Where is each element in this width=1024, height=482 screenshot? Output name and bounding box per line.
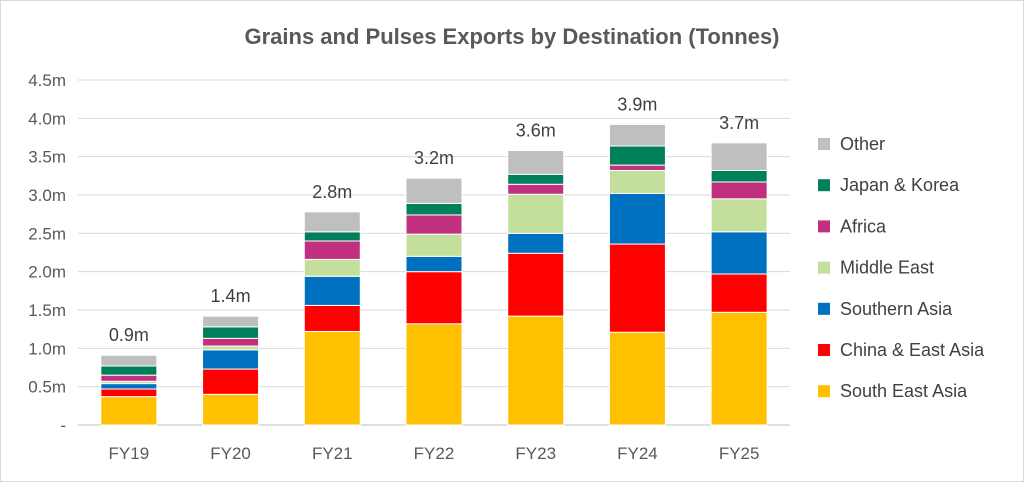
bar-segment — [303, 258, 361, 277]
bar-segment — [507, 315, 565, 426]
bar-segment — [507, 252, 565, 317]
y-tick-label: 4.0m — [28, 109, 66, 128]
y-tick-label: 2.5m — [28, 224, 66, 243]
bar-total-label: 3.9m — [617, 94, 657, 114]
bar-segment — [608, 123, 666, 147]
y-tick-label: 1.5m — [28, 301, 66, 320]
legend-label: Japan & Korea — [840, 175, 960, 195]
x-tick-label: FY20 — [210, 444, 251, 463]
y-tick-label: 0.5m — [28, 378, 66, 397]
bar-segment — [405, 214, 463, 235]
bar-segment — [405, 177, 463, 204]
y-tick-label: - — [60, 416, 66, 435]
bar-segment — [710, 231, 768, 275]
bar-segment — [710, 198, 768, 233]
bar-segment — [507, 173, 565, 185]
bar-segment — [303, 240, 361, 260]
y-tick-label: 2.0m — [28, 263, 66, 282]
legend-label: China & East Asia — [840, 340, 985, 360]
bar-segment — [710, 142, 768, 171]
bar-total-label: 0.9m — [109, 325, 149, 345]
bar-segment — [202, 345, 260, 351]
bar-segment — [202, 326, 260, 339]
legend-swatch — [818, 302, 830, 315]
bar-segment — [100, 374, 158, 382]
bar-total-label: 3.2m — [414, 148, 454, 168]
bars — [100, 123, 768, 426]
bar-segment — [202, 349, 260, 370]
legend-swatch — [818, 220, 830, 233]
bar-segment — [507, 150, 565, 175]
bar-segment — [608, 243, 666, 333]
bar-segment — [507, 232, 565, 254]
bar-segment — [608, 192, 666, 245]
bar-total-label: 3.6m — [516, 121, 556, 141]
legend-label: Middle East — [840, 258, 934, 278]
bar-segment — [608, 331, 666, 426]
bar-segment — [100, 383, 158, 390]
bar-segment — [710, 311, 768, 426]
legend-swatch — [818, 261, 830, 274]
legend: Other Japan & Korea Africa Middle East South… — [818, 134, 985, 401]
bar-total-label: 1.4m — [211, 286, 251, 306]
bar-segment — [303, 304, 361, 332]
x-tick-label: FY21 — [312, 444, 353, 463]
bar-segment — [100, 388, 158, 398]
bar-segment — [710, 169, 768, 183]
bar-segment — [507, 183, 565, 195]
bar-segment — [202, 337, 260, 347]
y-tick-label: 3.0m — [28, 186, 66, 205]
bar-total-label: 3.7m — [719, 113, 759, 133]
bar-segment — [608, 169, 666, 194]
bar-segment — [303, 211, 361, 233]
legend-swatch — [818, 179, 830, 192]
bar-total-label: 2.8m — [312, 182, 352, 202]
bar-segment — [507, 193, 565, 234]
y-tick-label: 4.5m — [28, 71, 66, 90]
bar-segment — [710, 181, 768, 200]
bar-segment — [608, 145, 666, 166]
bar-segment — [405, 271, 463, 325]
legend-label: Southern Asia — [840, 299, 953, 319]
bar-segment — [202, 393, 260, 426]
bar-segment — [405, 202, 463, 216]
bar-segment — [100, 365, 158, 376]
y-tick-label: 1.0m — [28, 339, 66, 358]
bar-segment — [303, 231, 361, 242]
x-tick-label: FY25 — [719, 444, 760, 463]
x-tick-label: FY23 — [515, 444, 556, 463]
x-tick-label: FY24 — [617, 444, 658, 463]
bar-segment — [710, 273, 768, 313]
bar-segment — [202, 368, 260, 395]
bar-segment — [608, 164, 666, 171]
bar-segment — [405, 233, 463, 257]
bar-segment — [303, 275, 361, 306]
legend-label: Other — [840, 134, 885, 154]
legend-swatch — [818, 138, 830, 150]
labels: - 0.5m 1.0m 1.5m 2.0m 2.5m 3.0m 3.5m 4.0m 4.5m 0.9… — [28, 71, 759, 463]
bar-segment — [202, 315, 260, 328]
x-tick-label: FY19 — [109, 444, 150, 463]
bar-segment — [303, 330, 361, 426]
bar-segment — [405, 255, 463, 273]
y-tick-label: 3.5m — [28, 148, 66, 167]
bar-segment — [100, 354, 158, 367]
legend-swatch — [818, 344, 830, 356]
x-tick-label: FY22 — [414, 444, 455, 463]
bar-segment — [405, 323, 463, 426]
bar-segment — [100, 396, 158, 426]
legend-label: Africa — [840, 216, 887, 236]
chart-title: Grains and Pulses Exports by Destination… — [244, 24, 779, 49]
legend-label: South East Asia — [840, 381, 968, 401]
legend-swatch — [818, 385, 830, 398]
